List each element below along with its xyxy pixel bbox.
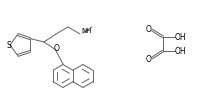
Text: OH: OH (174, 47, 186, 55)
Text: O: O (146, 24, 151, 33)
Text: OH: OH (174, 33, 186, 42)
Text: O: O (146, 54, 151, 64)
Text: S: S (6, 40, 11, 49)
Text: NH: NH (81, 28, 92, 34)
Text: O: O (54, 44, 60, 53)
